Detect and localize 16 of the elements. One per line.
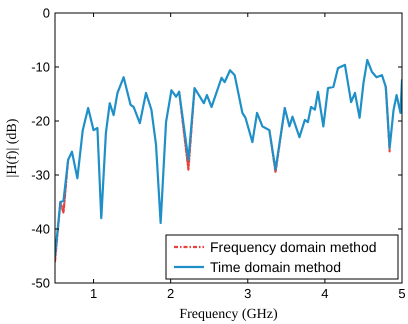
y-tick-label: -30 <box>31 168 50 182</box>
y-tick-label: 0 <box>42 6 50 20</box>
legend-label: Frequency domain method <box>210 239 377 255</box>
legend-label: Time domain method <box>210 259 341 275</box>
y-tick-label: -40 <box>31 222 50 236</box>
y-tick-label: -10 <box>31 60 50 74</box>
x-axis-title: Frequency (GHz) <box>179 307 278 322</box>
y-axis-title: |H(f)| (dB) <box>5 118 20 178</box>
line-series <box>55 58 402 258</box>
x-tick-label: 5 <box>398 286 406 301</box>
x-tick-label: 1 <box>90 286 98 301</box>
y-tick-label: -20 <box>31 114 50 128</box>
y-tick-label: -50 <box>31 276 50 290</box>
x-tick-label: 2 <box>167 286 174 301</box>
x-tick-label: 3 <box>244 286 252 301</box>
x-tick-label: 4 <box>321 286 329 301</box>
